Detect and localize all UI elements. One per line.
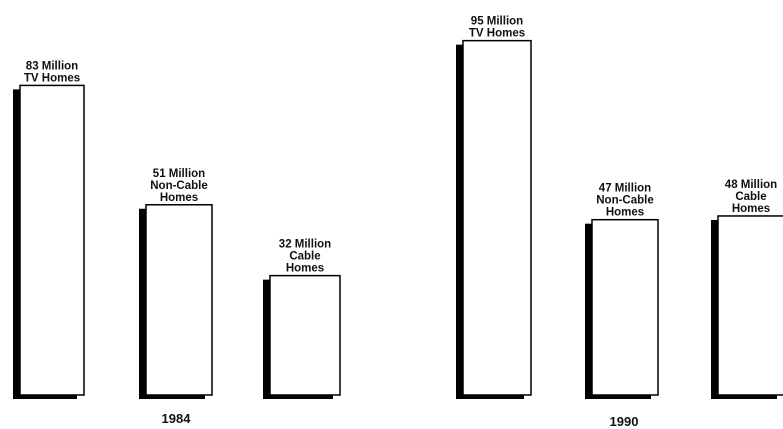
- bar-label-line: 83 Million: [26, 60, 78, 72]
- bar-label: 83 Million TV Homes: [24, 60, 80, 84]
- bar-1990-cable-homes: [718, 216, 783, 395]
- year-label: 1984: [162, 411, 192, 426]
- bar-1990-non-cable-homes: [592, 220, 658, 395]
- bar-label-line: Homes: [732, 203, 770, 215]
- bar-label-line: 32 Million: [279, 239, 331, 251]
- bar-label-line: TV Homes: [469, 28, 525, 40]
- bar-label-line: Cable: [735, 191, 766, 203]
- bar-group-1990-cable-homes: 48 Million Cable Homes: [711, 179, 783, 399]
- bar-label-line: Homes: [286, 263, 324, 275]
- bar-1984-cable-homes: [270, 276, 340, 395]
- bar-label: 48 Million Cable Homes: [725, 179, 777, 215]
- bar-group-1984-cable-homes: 32 Million Cable Homes: [263, 239, 340, 399]
- bar-label-line: Homes: [160, 192, 198, 204]
- bar-label-line: Non-Cable: [150, 180, 208, 192]
- bar-label-line: Homes: [606, 207, 644, 219]
- bar-label: 95 Million TV Homes: [469, 16, 525, 40]
- bar-1990-tv-homes: [463, 41, 531, 395]
- bar-label-line: 95 Million: [471, 16, 523, 28]
- bar-group-1984-non-cable-homes: 51 Million Non-Cable Homes: [139, 168, 212, 399]
- bar-label-line: 48 Million: [725, 179, 777, 191]
- bar-label-line: TV Homes: [24, 72, 80, 84]
- bar-label-line: 51 Million: [153, 168, 205, 180]
- year-label: 1990: [610, 414, 639, 429]
- bar-1984-non-cable-homes: [146, 205, 212, 395]
- bar-1984-tv-homes: [20, 85, 84, 395]
- bar-label: 32 Million Cable Homes: [279, 239, 331, 275]
- bar-group-1984-tv-homes: 83 Million TV Homes: [13, 60, 84, 399]
- bar-group-1990-non-cable-homes: 47 Million Non-Cable Homes: [585, 183, 658, 399]
- bar-label-line: Non-Cable: [596, 195, 654, 207]
- bar-label-line: 47 Million: [599, 183, 651, 195]
- bar-group-1990-tv-homes: 95 Million TV Homes: [456, 16, 531, 399]
- bar-label-line: Cable: [289, 251, 320, 263]
- bar-label: 47 Million Non-Cable Homes: [596, 183, 654, 219]
- bar-label: 51 Million Non-Cable Homes: [150, 168, 208, 204]
